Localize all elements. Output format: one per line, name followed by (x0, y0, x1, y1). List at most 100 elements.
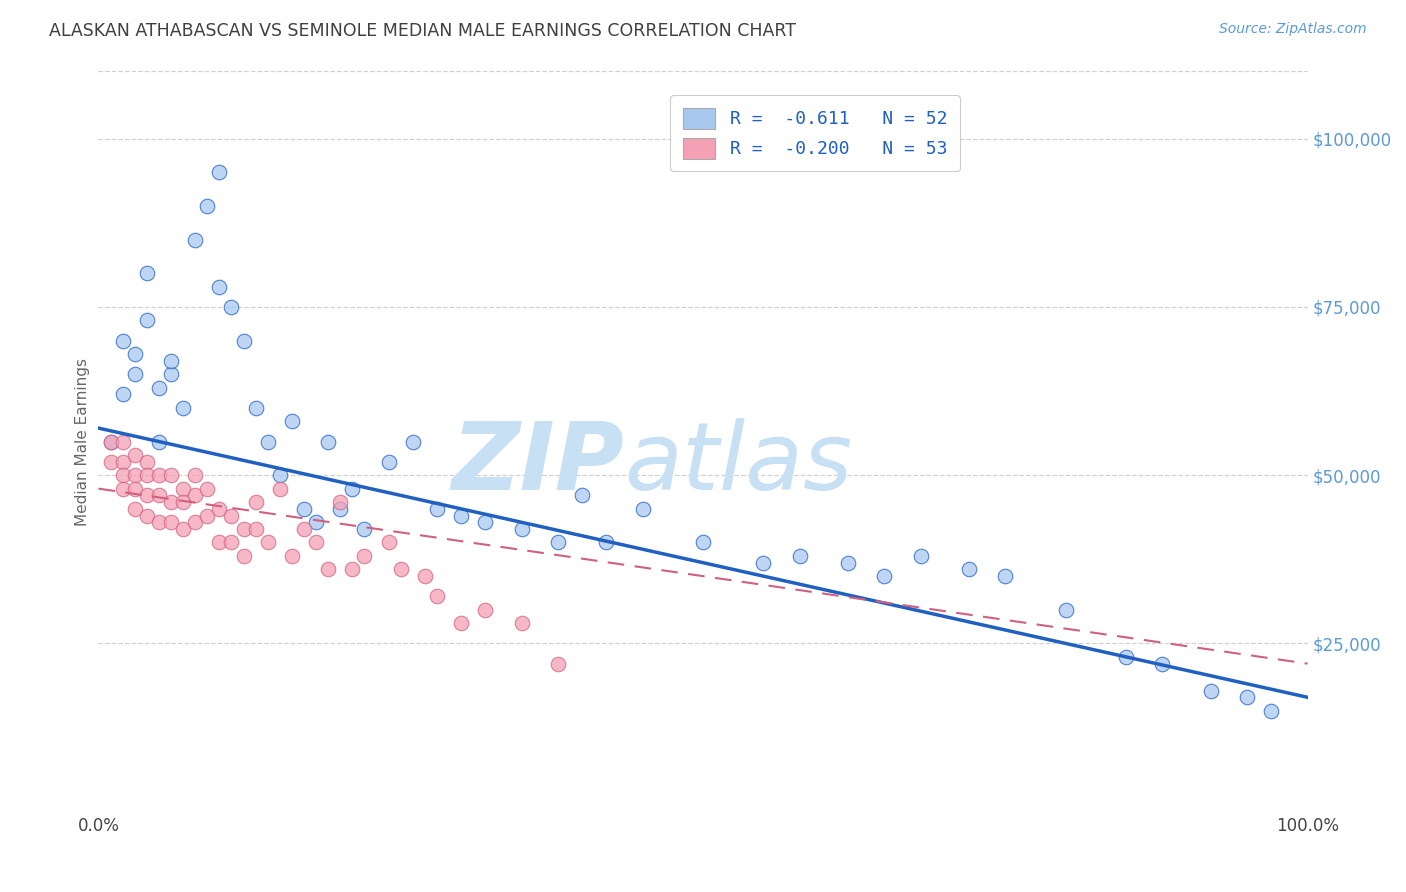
Point (208, 279, 231, 293)
Point (305, 535, 328, 549)
Point (413, 569, 436, 583)
Point (631, 501, 654, 516)
Point (474, 516, 496, 530)
Point (353, 522, 375, 536)
Point (994, 569, 1017, 583)
Point (135, 488, 157, 502)
Point (1054, 603, 1077, 617)
Point (752, 556, 775, 570)
Point (281, 414, 304, 428)
Point (789, 549, 811, 563)
Point (873, 569, 896, 583)
Point (124, 468, 146, 483)
Point (692, 535, 714, 549)
Point (221, 508, 243, 523)
Point (1152, 657, 1174, 671)
Point (172, 482, 194, 496)
Point (269, 482, 291, 496)
Point (547, 535, 569, 549)
Point (426, 501, 449, 516)
Point (292, 522, 315, 536)
Point (402, 434, 425, 449)
Point (232, 334, 254, 348)
Point (124, 482, 146, 496)
Point (305, 516, 328, 530)
Point (329, 495, 352, 509)
Point (232, 549, 254, 563)
Point (195, 482, 218, 496)
Point (281, 549, 304, 563)
Y-axis label: Median Male Earnings: Median Male Earnings (75, 358, 90, 525)
Point (195, 508, 218, 523)
Point (148, 468, 170, 483)
Point (172, 401, 194, 415)
Legend: R =  -0.611   N = 52, R =  -0.200   N = 53: R = -0.611 N = 52, R = -0.200 N = 53 (671, 95, 960, 171)
Point (245, 401, 267, 415)
Point (221, 300, 243, 314)
Point (329, 501, 352, 516)
Point (269, 468, 291, 483)
Point (111, 387, 134, 401)
Point (172, 495, 194, 509)
Point (160, 468, 183, 483)
Point (111, 455, 134, 469)
Point (510, 616, 533, 631)
Point (450, 508, 472, 523)
Point (111, 468, 134, 483)
Point (1260, 704, 1282, 718)
Point (124, 347, 146, 361)
Point (837, 556, 859, 570)
Point (1115, 649, 1137, 664)
Point (1236, 690, 1258, 705)
Point (100, 434, 122, 449)
Point (292, 501, 315, 516)
Point (111, 482, 134, 496)
Point (1199, 683, 1222, 698)
Point (135, 266, 157, 280)
Point (389, 562, 412, 576)
Point (377, 535, 399, 549)
Point (547, 657, 569, 671)
Point (256, 434, 278, 449)
Point (160, 353, 183, 368)
Point (124, 448, 146, 462)
Point (957, 562, 980, 576)
Point (135, 508, 157, 523)
Point (124, 368, 146, 382)
Point (172, 522, 194, 536)
Point (208, 501, 231, 516)
Point (571, 488, 593, 502)
Point (208, 165, 231, 179)
Point (426, 590, 449, 604)
Text: atlas: atlas (624, 418, 852, 509)
Point (245, 522, 267, 536)
Point (135, 455, 157, 469)
Point (353, 549, 375, 563)
Point (184, 488, 207, 502)
Point (316, 562, 339, 576)
Point (377, 455, 399, 469)
Point (100, 434, 122, 449)
Point (148, 516, 170, 530)
Point (232, 522, 254, 536)
Point (245, 495, 267, 509)
Point (342, 482, 364, 496)
Text: ALASKAN ATHABASCAN VS SEMINOLE MEDIAN MALE EARNINGS CORRELATION CHART: ALASKAN ATHABASCAN VS SEMINOLE MEDIAN MA… (49, 22, 796, 40)
Text: ZIP: ZIP (451, 417, 624, 509)
Point (160, 495, 183, 509)
Point (510, 522, 533, 536)
Point (450, 616, 472, 631)
Point (195, 199, 218, 213)
Point (111, 434, 134, 449)
Point (111, 334, 134, 348)
Point (160, 368, 183, 382)
Point (148, 488, 170, 502)
Point (595, 535, 617, 549)
Point (135, 313, 157, 327)
Point (910, 549, 932, 563)
Point (221, 535, 243, 549)
Point (474, 603, 496, 617)
Point (256, 535, 278, 549)
Point (316, 434, 339, 449)
Point (148, 381, 170, 395)
